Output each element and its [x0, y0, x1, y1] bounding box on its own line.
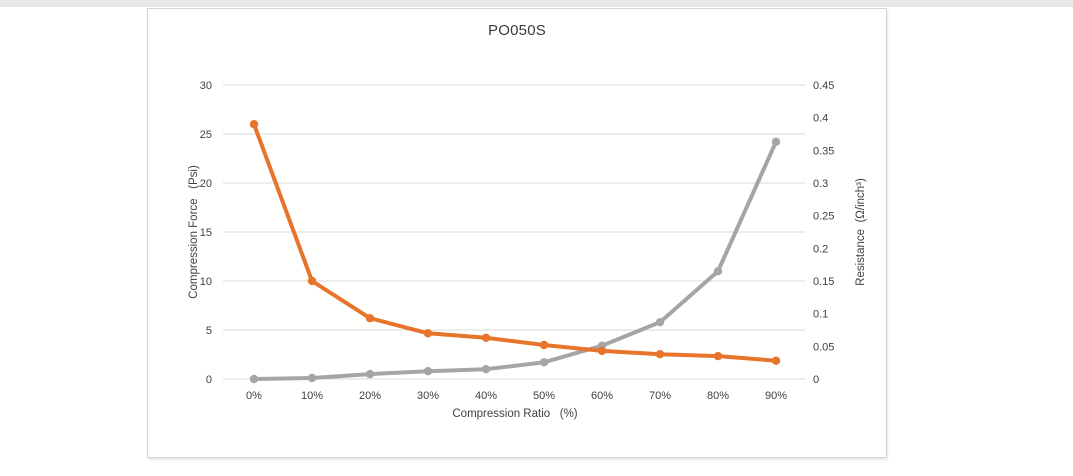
data-point-compression-force [307, 373, 317, 383]
right-axis-tick-label: 0.2 [813, 243, 828, 255]
data-point-resistance [307, 276, 317, 286]
data-point-compression-force [249, 374, 259, 384]
right-axis-tick-label: 0 [813, 374, 819, 386]
right-axis-tick-label: 0.15 [813, 276, 834, 288]
left-axis-tick-label: 30 [200, 80, 212, 92]
x-axis-title: Compression Ratio (%) [452, 408, 578, 420]
data-point-compression-force [655, 318, 665, 327]
right-axis-title: Resistance (Ω/inch³) [855, 178, 867, 286]
right-axis-tick-label: 0.35 [813, 145, 834, 157]
x-axis-tick-label: 70% [649, 390, 671, 402]
data-point-compression-force [713, 267, 723, 276]
chart-title: PO050S [488, 22, 546, 39]
data-point-compression-force [539, 358, 549, 367]
left-axis-tick-label: 0 [206, 374, 212, 386]
data-point-resistance [365, 314, 375, 323]
left-axis-tick-label: 5 [206, 325, 212, 337]
x-axis-tick-label: 50% [533, 390, 555, 402]
right-axis-tick-label: 0.45 [813, 80, 834, 92]
right-axis-tick-label: 0.4 [813, 113, 828, 125]
left-axis-tick-label: 20 [200, 178, 212, 190]
right-axis-tick-label: 0.05 [813, 341, 834, 353]
data-point-resistance [539, 340, 549, 350]
page-top-edge [0, 0, 1073, 7]
data-point-resistance [423, 329, 433, 338]
data-point-compression-force [771, 137, 781, 146]
x-axis-tick-label: 20% [359, 390, 381, 402]
chart-plot-area: 0 5 10 15 20 25 30 0 0.05 0.1 0.15 0.2 0.25 0.3 0.35 0.… [200, 80, 835, 402]
data-point-resistance [771, 356, 781, 365]
data-point-resistance [655, 350, 665, 359]
right-axis-tick-label: 0.1 [813, 309, 828, 321]
data-point-compression-force [423, 367, 433, 376]
data-point-resistance [597, 346, 607, 356]
data-point-resistance [481, 333, 491, 342]
chart-panel: PO050S 0 5 10 15 20 25 30 0 0.05 0.1 0.15 0.2 0.25 0.… [147, 8, 887, 458]
data-point-compression-force [481, 365, 491, 374]
x-axis-tick-label: 80% [707, 390, 729, 402]
data-point-resistance [713, 351, 723, 361]
right-axis-tick-label: 0.25 [813, 211, 834, 223]
x-axis-tick-label: 60% [591, 390, 613, 402]
series-line-compression-force [252, 139, 778, 381]
left-axis-title: Compression Force (Psi) [188, 165, 200, 299]
left-axis-tick-label: 10 [200, 276, 212, 288]
x-axis-tick-label: 0% [246, 390, 262, 402]
data-point-resistance [249, 120, 259, 129]
left-axis-tick-label: 25 [200, 129, 212, 141]
x-axis-tick-label: 90% [765, 390, 787, 402]
x-axis-tick-label: 30% [417, 390, 439, 402]
right-axis-tick-label: 0.3 [813, 178, 828, 190]
series-line-resistance [252, 122, 778, 363]
data-point-compression-force [365, 369, 375, 379]
x-axis-tick-label: 40% [475, 390, 497, 402]
x-axis-tick-label: 10% [301, 390, 323, 402]
left-axis-tick-label: 15 [200, 227, 212, 239]
